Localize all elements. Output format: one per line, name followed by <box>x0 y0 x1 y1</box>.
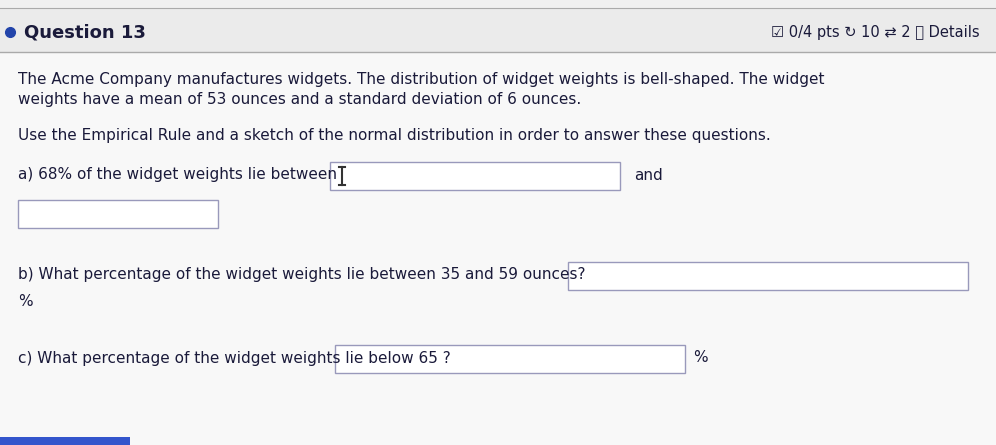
Text: Use the Empirical Rule and a sketch of the normal distribution in order to answe: Use the Empirical Rule and a sketch of t… <box>18 128 771 143</box>
Text: and: and <box>634 167 662 182</box>
Text: Question 13: Question 13 <box>24 23 145 41</box>
FancyBboxPatch shape <box>335 345 685 373</box>
Text: a) 68% of the widget weights lie between: a) 68% of the widget weights lie between <box>18 167 337 182</box>
FancyBboxPatch shape <box>0 437 130 445</box>
FancyBboxPatch shape <box>18 200 218 228</box>
FancyBboxPatch shape <box>0 8 996 52</box>
FancyBboxPatch shape <box>568 262 968 290</box>
Text: ☑ 0/4 pts ↻ 10 ⇄ 2 ⓘ Details: ☑ 0/4 pts ↻ 10 ⇄ 2 ⓘ Details <box>771 24 980 40</box>
FancyBboxPatch shape <box>330 162 620 190</box>
Text: b) What percentage of the widget weights lie between 35 and 59 ounces?: b) What percentage of the widget weights… <box>18 267 586 283</box>
Text: %: % <box>18 295 33 310</box>
Text: %: % <box>693 351 707 365</box>
Text: weights have a mean of 53 ounces and a standard deviation of 6 ounces.: weights have a mean of 53 ounces and a s… <box>18 92 582 107</box>
Text: The Acme Company manufactures widgets. The distribution of widget weights is bel: The Acme Company manufactures widgets. T… <box>18 72 825 87</box>
Text: c) What percentage of the widget weights lie below 65 ?: c) What percentage of the widget weights… <box>18 351 451 365</box>
FancyBboxPatch shape <box>0 52 996 445</box>
